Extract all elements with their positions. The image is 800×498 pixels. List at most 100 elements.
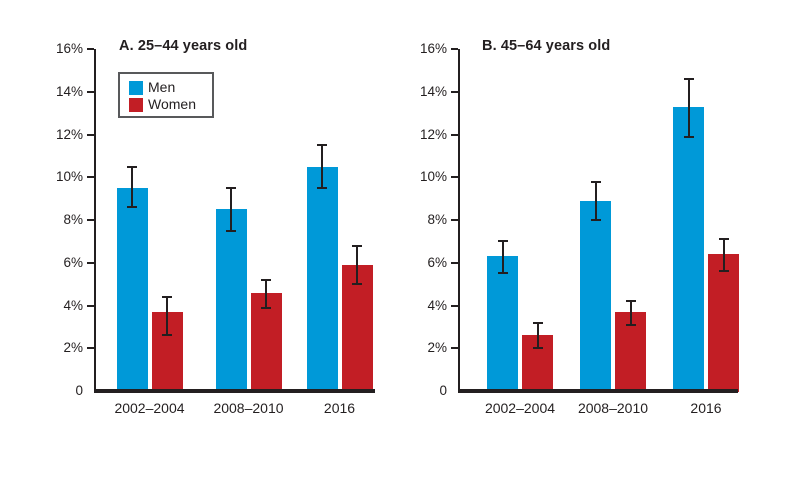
- y-tick-16: [87, 48, 94, 50]
- legend-label-men: Men: [148, 79, 176, 95]
- y-tick-2: [87, 347, 94, 350]
- errorbar-women-2016-line: [722, 239, 725, 272]
- bar-men-2016: [673, 106, 704, 392]
- panel-b-title: B. 45–64 years old: [482, 38, 611, 54]
- y-tick-label-8: 8%: [427, 212, 447, 227]
- y-tick-label-16: 16%: [55, 41, 83, 56]
- x-tick-label-2008-2010: 2008–2010: [213, 400, 284, 416]
- errorbar-men-2016-line: [321, 145, 323, 188]
- x-tick-label-2016: 2016: [323, 400, 356, 416]
- y-tick-label-6: 6%: [63, 254, 83, 270]
- legend-swatch-men-icon: [129, 80, 143, 95]
- legend-item-women: Women: [129, 97, 212, 112]
- y-tick-14: [451, 90, 458, 93]
- bar-men-2002-2004: [487, 256, 518, 392]
- y-tick-label-16: 16%: [419, 41, 447, 56]
- errorbar-women-2016-cap-top: [352, 244, 362, 247]
- errorbar-women-2002-2004-cap-bottom: [532, 347, 543, 350]
- errorbar-men-2002-2004-cap-top: [127, 165, 137, 168]
- y-tick-12: [451, 133, 458, 136]
- y-tick-label-12: 12%: [55, 126, 83, 142]
- legend-item-men: Men: [129, 80, 212, 95]
- legend: Men Women: [118, 72, 214, 118]
- errorbar-men-2008-2010-cap-bottom: [590, 219, 601, 221]
- y-tick-label-10: 10%: [55, 169, 83, 185]
- y-tick-4: [451, 304, 458, 307]
- y-tick-label-4: 4%: [427, 297, 447, 313]
- y-tick-6: [87, 261, 94, 264]
- errorbar-men-2016-cap-top: [317, 144, 327, 147]
- errorbar-women-2008-2010-cap-bottom: [261, 306, 271, 309]
- y-tick-16: [451, 48, 458, 50]
- errorbar-women-2016-cap-top: [718, 238, 729, 241]
- x-tick-label-2008-2010: 2008–2010: [577, 400, 649, 416]
- errorbar-women-2008-2010-line: [265, 279, 267, 308]
- legend-swatch-women-icon: [129, 97, 143, 112]
- bar-men-2016: [306, 166, 338, 392]
- y-tick-label-2: 2%: [427, 340, 447, 356]
- y-tick-8: [87, 219, 94, 221]
- errorbar-women-2008-2010-cap-bottom: [625, 323, 636, 326]
- errorbar-men-2016-cap-bottom: [683, 135, 694, 138]
- bar-men-2002-2004: [116, 187, 148, 392]
- errorbar-men-2002-2004-line: [131, 166, 133, 208]
- bar-women-2016: [341, 264, 373, 392]
- x-axis-line: [94, 389, 375, 393]
- y-tick-10: [451, 176, 458, 179]
- errorbar-men-2002-2004-cap-bottom: [497, 272, 508, 275]
- errorbar-men-2008-2010-line: [594, 181, 597, 220]
- errorbar-men-2016-cap-top: [683, 77, 694, 80]
- errorbar-men-2008-2010-cap-top: [590, 180, 601, 183]
- errorbar-women-2016-cap-bottom: [718, 270, 729, 273]
- errorbar-women-2008-2010-cap-top: [261, 278, 271, 281]
- y-tick-label-14: 14%: [419, 83, 447, 99]
- errorbar-men-2008-2010-line: [230, 187, 232, 231]
- legend-label-women: Women: [148, 96, 196, 112]
- x-axis-line: [458, 389, 738, 393]
- errorbar-men-2016-line: [687, 78, 690, 137]
- x-tick-label-2002-2004: 2002–2004: [484, 400, 556, 416]
- y-tick-2: [451, 347, 458, 350]
- y-tick-label-6: 6%: [427, 254, 447, 270]
- y-tick-label-0: 0: [439, 383, 447, 398]
- y-tick-label-0: 0: [75, 383, 83, 398]
- x-tick-label-2002-2004: 2002–2004: [114, 400, 185, 416]
- panel-a-title: A. 25–44 years old: [119, 38, 248, 54]
- bar-men-2008-2010: [580, 200, 611, 392]
- y-tick-label-4: 4%: [63, 297, 83, 313]
- y-tick-6: [451, 261, 458, 264]
- errorbar-women-2008-2010-cap-top: [625, 300, 636, 303]
- y-tick-8: [451, 219, 458, 221]
- y-tick-14: [87, 90, 94, 93]
- y-tick-label-12: 12%: [419, 126, 447, 142]
- errorbar-women-2016-cap-bottom: [352, 283, 362, 286]
- x-tick-label-2016: 2016: [690, 400, 722, 416]
- errorbar-men-2002-2004-line: [501, 241, 504, 274]
- errorbar-women-2002-2004-line: [536, 322, 539, 349]
- errorbar-women-2002-2004-cap-bottom: [162, 334, 172, 337]
- y-tick-10: [87, 176, 94, 179]
- errorbar-women-2002-2004-line: [166, 296, 168, 336]
- bar-women-2008-2010: [250, 292, 282, 392]
- y-tick-label-2: 2%: [63, 340, 83, 356]
- y-tick-label-14: 14%: [55, 83, 83, 99]
- errorbar-men-2008-2010-cap-bottom: [226, 229, 236, 232]
- y-axis-line: [94, 49, 96, 393]
- y-tick-label-10: 10%: [419, 169, 447, 185]
- errorbar-men-2008-2010-cap-top: [226, 186, 236, 189]
- bar-men-2008-2010: [215, 209, 247, 392]
- y-tick-label-8: 8%: [63, 212, 83, 227]
- errorbar-women-2016-line: [356, 245, 358, 285]
- errorbar-men-2002-2004-cap-top: [497, 240, 508, 243]
- errorbar-women-2002-2004-cap-top: [532, 321, 543, 324]
- y-tick-4: [87, 304, 94, 307]
- errorbar-men-2016-cap-bottom: [317, 186, 327, 189]
- bar-women-2016: [708, 254, 739, 392]
- y-axis-line: [458, 49, 460, 393]
- errorbar-men-2002-2004-cap-bottom: [127, 206, 137, 209]
- y-tick-12: [87, 133, 94, 136]
- errorbar-women-2008-2010-line: [629, 301, 632, 325]
